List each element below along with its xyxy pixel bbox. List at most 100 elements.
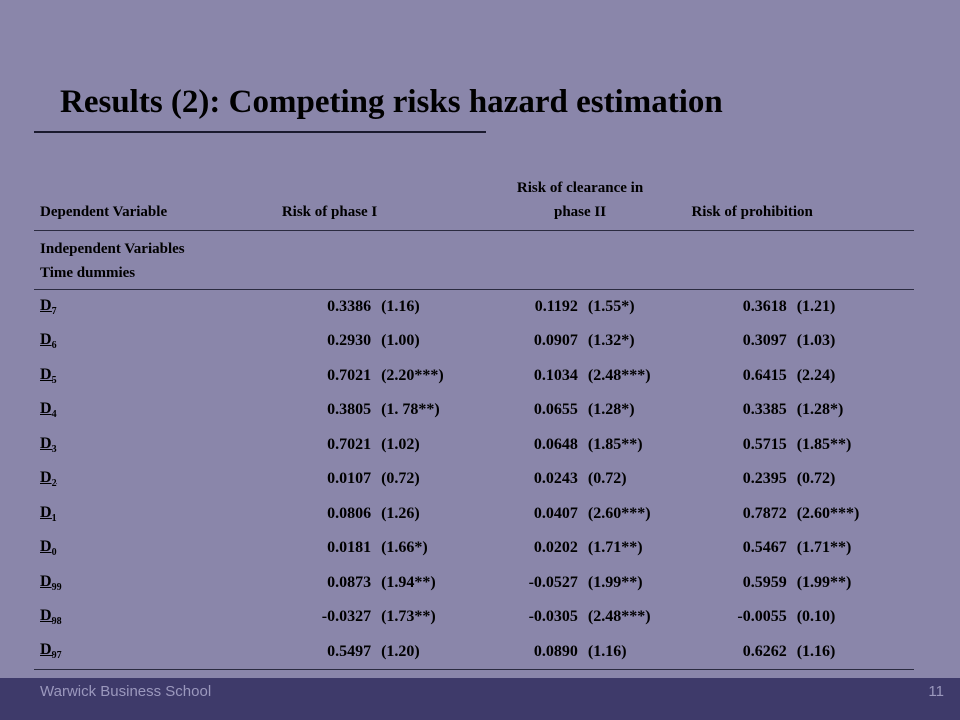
coef-clearance: -0.0305	[528, 608, 578, 626]
table-row: D3 0.7021 (1.02) 0.0648 (1.85**) 0.5715 (1.85*…	[34, 428, 914, 463]
header-rule	[34, 229, 914, 231]
coef-prohibition: 0.3618	[742, 297, 787, 315]
coef-clearance: 0.0407	[533, 504, 578, 522]
row-label: D97	[34, 635, 268, 670]
dummy-name: D97	[40, 641, 62, 662]
coef-phase1: 0.7021	[327, 366, 372, 384]
dummy-name: D5	[40, 365, 57, 386]
coef-prohibition: 0.6415	[742, 366, 787, 384]
coef-phase1: 0.2930	[327, 332, 372, 350]
coef-phase1: 0.7021	[327, 435, 372, 453]
results-table: Dependent Variable Risk of phase I Risk …	[34, 166, 914, 670]
header-risk-clearance: Risk of clearance in phase II	[477, 166, 684, 230]
tstat-prohibition: (1.71**)	[796, 539, 852, 557]
table-row: D0 0.0181 (1.66*) 0.0202 (1.71**) 0.5467 (1.71…	[34, 531, 914, 566]
coef-prohibition: -0.0055	[737, 608, 787, 626]
tstat-phase1: (1.16)	[381, 297, 420, 315]
table-row: D98 -0.0327 (1.73**) -0.0305 (2.48***) -0.005…	[34, 600, 914, 635]
time-dummies-label: Time dummies	[40, 264, 136, 281]
title-underline	[34, 131, 486, 133]
table-row: D4 0.3805 (1. 78**) 0.0655 (1.28*) 0.3385 (1.2…	[34, 393, 914, 428]
tstat-prohibition: (1.03)	[796, 332, 836, 350]
coef-phase1: 0.0806	[327, 504, 372, 522]
coef-clearance: -0.0527	[528, 573, 578, 591]
tstat-clearance: (2.48***)	[587, 608, 651, 626]
tstat-prohibition: (1.16)	[796, 642, 836, 660]
tstat-phase1: (1.20)	[381, 642, 420, 660]
tstat-prohibition: (1.99**)	[796, 573, 852, 591]
coef-phase1: 0.3805	[327, 401, 372, 419]
tstat-phase1: (2.20***)	[381, 366, 444, 384]
header-risk-clearance-line2: phase II	[553, 203, 607, 220]
coef-phase1: 0.0107	[327, 470, 372, 488]
tstat-clearance: (1.99**)	[587, 573, 643, 591]
footer-bar: Warwick Business School 11	[0, 678, 960, 720]
tstat-prohibition: (1.28*)	[796, 401, 844, 419]
row-label: D1	[34, 497, 268, 532]
header-risk-clearance-line1: Risk of clearance in	[516, 179, 644, 196]
coef-clearance: 0.0243	[533, 470, 578, 488]
dummy-name: D98	[40, 607, 62, 628]
coef-clearance: 0.0202	[533, 539, 578, 557]
coef-clearance: 0.0890	[533, 642, 578, 660]
tstat-clearance: (1.16)	[587, 642, 627, 660]
row-label: D99	[34, 566, 268, 601]
table-row: D7 0.3386 (1.16) 0.1192 (1.55*) 0.3618 (1.21)	[34, 290, 914, 325]
tstat-phase1: (1.94**)	[381, 573, 436, 591]
tstat-prohibition: (2.60***)	[796, 504, 860, 522]
coef-clearance: 0.1034	[533, 366, 578, 384]
coef-clearance: 0.0655	[533, 401, 578, 419]
header-risk-prohibition: Risk of prohibition	[691, 203, 813, 220]
tstat-prohibition: (1.85**)	[796, 435, 852, 453]
coef-prohibition: 0.3385	[742, 401, 787, 419]
row-label: D6	[34, 324, 268, 359]
coef-phase1: 0.0873	[327, 573, 372, 591]
page-number: 11	[928, 683, 944, 700]
tstat-phase1: (1.26)	[381, 504, 420, 522]
subheader-rule	[34, 288, 914, 290]
row-label: D98	[34, 600, 268, 635]
coef-prohibition: 0.2395	[742, 470, 787, 488]
dummy-name: D0	[40, 538, 57, 559]
dummy-name: D99	[40, 572, 62, 593]
row-label: D0	[34, 531, 268, 566]
dummy-name: D2	[40, 469, 57, 490]
tstat-clearance: (2.60***)	[587, 504, 651, 522]
dummy-name: D1	[40, 503, 57, 524]
dummy-name: D4	[40, 400, 57, 421]
tstat-clearance: (1.55*)	[587, 297, 635, 315]
tstat-phase1: (1.02)	[381, 435, 420, 453]
tstat-prohibition: (1.21)	[796, 297, 836, 315]
coef-prohibition: 0.3097	[742, 332, 787, 350]
coef-clearance: 0.0648	[533, 435, 578, 453]
tstat-clearance: (1.85**)	[587, 435, 643, 453]
dummy-name: D7	[40, 296, 57, 317]
coef-phase1: -0.0327	[321, 608, 372, 626]
row-label: D4	[34, 393, 268, 428]
row-label: D7	[34, 290, 268, 325]
tstat-phase1: (1.00)	[381, 332, 420, 350]
tstat-clearance: (1.71**)	[587, 539, 643, 557]
tstat-clearance: (1.28*)	[587, 401, 635, 419]
independent-variables-row: Independent Variables Time dummies	[34, 231, 914, 290]
table-bottom-rule	[34, 668, 914, 670]
results-table-body: D7 0.3386 (1.16) 0.1192 (1.55*) 0.3618 (1.21) D…	[34, 290, 914, 670]
header-dependent-variable: Dependent Variable	[40, 203, 168, 220]
footer-brand: Warwick Business School	[40, 683, 212, 700]
coef-phase1: 0.0181	[327, 539, 372, 557]
table-header-row: Dependent Variable Risk of phase I Risk …	[34, 166, 914, 230]
tstat-phase1: (1.73**)	[381, 608, 436, 626]
tstat-clearance: (1.32*)	[587, 332, 635, 350]
dummy-name: D6	[40, 331, 57, 352]
tstat-phase1: (1. 78**)	[381, 401, 440, 419]
tstat-clearance: (2.48***)	[587, 366, 651, 384]
coef-clearance: 0.0907	[533, 332, 578, 350]
table-row: D99 0.0873 (1.94**) -0.0527 (1.99**) 0.5959 (1…	[34, 566, 914, 601]
table-row: D5 0.7021 (2.20***) 0.1034 (2.48***) 0.6415 (2…	[34, 359, 914, 394]
header-risk-phase1: Risk of phase I	[281, 203, 378, 220]
dummy-name: D3	[40, 434, 57, 455]
row-label: D2	[34, 462, 268, 497]
independent-variables-label: Independent Variables	[40, 240, 185, 257]
coef-prohibition: 0.5715	[742, 435, 787, 453]
table-row: D2 0.0107 (0.72) 0.0243 (0.72) 0.2395 (0.72)	[34, 462, 914, 497]
